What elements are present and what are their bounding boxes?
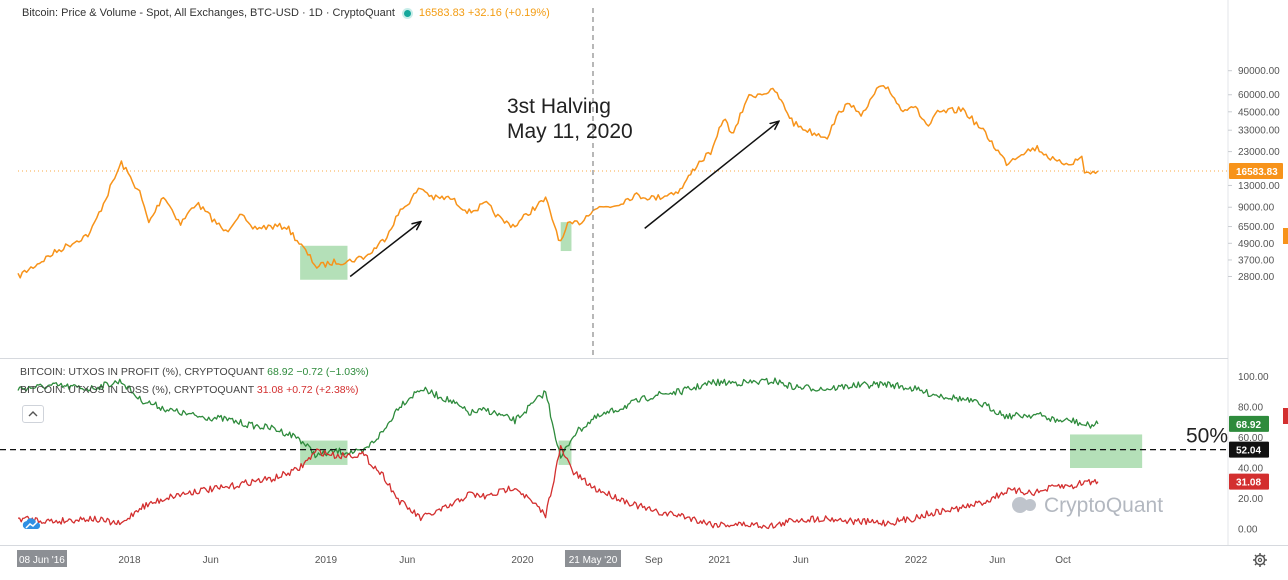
time-tick-label: Jun <box>399 555 415 566</box>
utxo-tick-label: 60.00 <box>1238 433 1263 444</box>
price-tick-label: 23000.00 <box>1238 147 1280 158</box>
utxo-tick-label: 20.00 <box>1238 494 1263 505</box>
price-highlight-box-2 <box>560 222 572 252</box>
halving-label-line1: 3st Halving <box>507 95 611 118</box>
price-change: +32.16 (+0.19%) <box>467 7 550 19</box>
utxo-tick-label: 100.00 <box>1238 372 1269 383</box>
utxo-value-tag-text-1: 68.92 <box>1236 420 1261 431</box>
live-dot-icon <box>403 9 411 17</box>
time-tick-label: 2019 <box>315 555 338 566</box>
utxo-value-tag-2 <box>1229 473 1269 490</box>
price-tick-label: 9000.00 <box>1238 203 1275 214</box>
watermark-text: CryptoQuant <box>1044 494 1163 517</box>
time-tick-label: 2022 <box>905 555 928 566</box>
crosshair-date-tag-text: 21 May '20 <box>569 555 618 566</box>
last-price-tag <box>1229 163 1283 179</box>
time-tick-label: Oct <box>1055 555 1071 566</box>
utxo-tick-label: 40.00 <box>1238 464 1263 475</box>
last-price: 16583.83 <box>418 7 465 19</box>
price-tick-label: 6500.00 <box>1238 222 1275 233</box>
legend-label: BITCOIN: UTXOS IN LOSS (%), CRYPTOQUANT <box>20 384 257 396</box>
halving-label-line2: May 11, 2020 <box>507 120 633 143</box>
time-tick-label: 2020 <box>511 555 534 566</box>
crosshair-date-tag <box>564 550 621 567</box>
utxo-value-tag-text-2: 31.08 <box>1236 478 1261 489</box>
utxo-tick-label: 0.00 <box>1238 525 1258 536</box>
cryptoquant-logo-icon <box>1012 497 1028 513</box>
time-tick-label: Jun <box>989 555 1005 566</box>
cryptoquant-logo-icon-part <box>1024 499 1036 511</box>
time-tick-label: Jun <box>203 555 219 566</box>
chart-title: Bitcoin: Price & Volume - Spot, All Exch… <box>22 7 395 19</box>
utxo-tick-label: 80.00 <box>1238 403 1263 414</box>
reference-50-label: 50% <box>1186 425 1228 448</box>
price-tick-label: 4900.00 <box>1238 239 1275 250</box>
price-tick-label: 45000.00 <box>1238 107 1280 118</box>
start-date-tag <box>17 550 67 567</box>
utxo-loss-line <box>18 445 1099 530</box>
utxo-highlight-box-3 <box>1070 434 1143 468</box>
utxo-legend-2: BITCOIN: UTXOS IN LOSS (%), CRYPTOQUANT … <box>20 384 358 396</box>
cryptoquant-watermark: CryptoQuant <box>1012 494 1163 517</box>
utxo-profit-line <box>17 377 1099 459</box>
price-tick-label: 3700.00 <box>1238 255 1275 266</box>
price-axis-edge-marker <box>1283 228 1288 244</box>
utxo-value-tag-1 <box>1229 415 1269 432</box>
time-tick-label: 2021 <box>708 555 731 566</box>
legend-label: BITCOIN: UTXOS IN PROFIT (%), CRYPTOQUAN… <box>20 366 267 378</box>
utxo-legend-1: BITCOIN: UTXOS IN PROFIT (%), CRYPTOQUAN… <box>20 366 369 378</box>
utxo-axis-edge-marker <box>1283 408 1288 424</box>
last-price-tag-text: 16583.83 <box>1236 167 1278 178</box>
collapse-pane-button[interactable] <box>22 405 44 423</box>
reference-value-tag <box>1229 441 1269 458</box>
time-tick-label: 2018 <box>118 555 141 566</box>
price-tick-label: 90000.00 <box>1238 66 1280 77</box>
trend-arrow-1 <box>349 222 420 278</box>
time-tick-label: Sep <box>645 555 663 566</box>
legend-value: 31.08 +0.72 (+2.38%) <box>257 384 359 396</box>
legend-value: 68.92 −0.72 (−1.03%) <box>267 366 369 378</box>
price-tick-label: 33000.00 <box>1238 126 1280 137</box>
price-tick-label: 2800.00 <box>1238 272 1275 283</box>
tradingview-cloud-icon <box>22 518 41 529</box>
btc-price-line <box>17 85 1099 279</box>
chevron-up-icon <box>28 411 38 417</box>
reference-value-tag-text: 52.04 <box>1236 446 1261 457</box>
price-tick-label: 13000.00 <box>1238 181 1280 192</box>
start-date-tag-text: 08 Jun '16 <box>19 555 65 566</box>
time-tick-label: Jun <box>793 555 809 566</box>
price-tick-label: 60000.00 <box>1238 90 1280 101</box>
chart-header: Bitcoin: Price & Volume - Spot, All Exch… <box>22 7 550 19</box>
gear-icon[interactable] <box>1252 552 1268 568</box>
trend-arrow-2 <box>644 122 779 229</box>
